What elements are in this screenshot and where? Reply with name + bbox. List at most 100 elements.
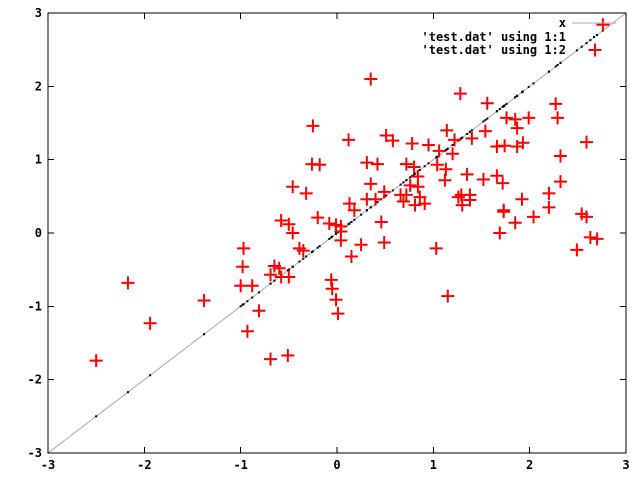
series-1-1-dot	[556, 64, 559, 67]
series-1-2-plus-marker	[551, 111, 565, 125]
series-1-2-plus-marker	[369, 192, 383, 206]
series-1-1-dot	[269, 282, 272, 285]
series-1-1-dot	[369, 206, 372, 209]
series-1-2-plus-marker	[264, 352, 278, 366]
series-1-2-plus-marker	[296, 244, 310, 258]
series-1-1-dot	[365, 209, 368, 212]
series-1-1-dot	[468, 130, 471, 133]
x-tick-label: -2	[137, 458, 151, 472]
series-1-1-dot	[427, 162, 430, 165]
series-1-1-dot	[251, 296, 254, 299]
series-1-2-plus-marker	[570, 243, 584, 257]
y-tick-label: 0	[35, 226, 42, 240]
series-1-2-plus-marker	[331, 307, 345, 321]
series-1-2-plus-marker	[347, 203, 361, 217]
series-1-1-dot	[520, 91, 523, 94]
series-1-2-plus-marker	[311, 211, 325, 225]
series-1-2-plus-marker	[498, 139, 512, 153]
x-tick-label: 3	[622, 458, 629, 472]
series-1-1-dot	[246, 300, 249, 303]
x-tick-label: 1	[430, 458, 437, 472]
series-1-2-plus-marker	[272, 261, 286, 275]
series-1-2-plus-marker	[453, 87, 467, 101]
series-1-2-plus-marker	[411, 180, 425, 194]
series-1-2-plus-marker	[282, 270, 296, 284]
series-1-1-dot	[273, 279, 276, 282]
series-1-2-plus-marker	[286, 180, 300, 194]
series-1-2-plus-marker	[364, 72, 378, 86]
series-1-1-dot	[451, 144, 454, 146]
series-1-2-plus-marker	[322, 216, 336, 230]
series-1-2-plus-marker	[89, 354, 103, 368]
series-1-2-plus-marker	[344, 249, 358, 263]
series-1-1-dot	[554, 65, 557, 68]
series-1-1-dot	[360, 213, 363, 216]
series-1-2-plus-marker	[240, 324, 254, 338]
series-1-2-plus-marker	[438, 173, 452, 187]
series-1-1-dot	[348, 222, 351, 225]
series-1-1-dot	[446, 147, 449, 150]
series-1-2-plus-marker	[439, 162, 453, 176]
series-1-1-dot	[502, 105, 505, 108]
series-1-1-dot	[391, 189, 394, 192]
series-1-1-dot	[482, 120, 485, 123]
series-1-2-plus-marker	[274, 214, 288, 228]
series-1-2-plus-marker	[549, 97, 563, 111]
x-tick-label: 0	[333, 458, 340, 472]
series-1-2-plus-marker	[299, 186, 313, 200]
series-1-2-plus-marker	[379, 128, 393, 142]
series-1-2-plus-marker	[455, 198, 469, 212]
series-1-1-dot	[470, 129, 473, 132]
series-1-2-plus-marker	[325, 282, 339, 296]
series-1-2-plus-marker	[508, 112, 522, 126]
series-1-1-dot	[559, 61, 562, 64]
series-1-2-plus-marker	[286, 226, 300, 240]
series-1-2-plus-marker	[377, 185, 391, 199]
y-tick-label: -1	[28, 299, 42, 313]
series-1-2-plus-marker	[360, 156, 374, 170]
series-1-2-plus-marker	[429, 241, 443, 255]
legend-plus-sample	[588, 43, 602, 57]
series-1-2-plus-marker	[334, 233, 348, 247]
series-1-2-plus-marker	[407, 160, 421, 174]
series-1-1-dot	[484, 119, 487, 122]
series-1-1-dot	[585, 42, 588, 45]
series-1-1-dot	[385, 194, 388, 197]
series-1-1-dot	[310, 251, 313, 254]
series-1-1-dot	[95, 415, 98, 418]
series-1-2-plus-marker	[596, 18, 610, 32]
series-1-2-plus-marker	[590, 232, 604, 246]
y-tick-label: 1	[35, 153, 42, 167]
series-1-2-plus-marker	[542, 200, 556, 214]
series-1-1-dot	[318, 245, 321, 248]
series-1-2-plus-marker	[553, 175, 567, 189]
series-1-1-dot	[353, 218, 356, 221]
x-tick-label: -3	[41, 458, 55, 472]
series-1-1-dot	[495, 110, 498, 113]
series-1-2-plus-marker	[583, 230, 597, 244]
series-1-1-dot	[316, 246, 319, 249]
series-1-1-dot	[409, 176, 412, 179]
series-1-2-plus-marker	[364, 177, 378, 191]
series-1-2-plus-marker	[281, 348, 295, 362]
series-1-1-dot	[423, 165, 426, 168]
series-1-2-plus-marker	[342, 133, 356, 147]
series-1-2-plus-marker	[374, 215, 388, 229]
series-1-1-dot	[405, 179, 408, 182]
series-1-1-dot	[516, 94, 519, 97]
series-1-2-plus-marker	[446, 147, 460, 161]
series-1-2-plus-marker	[386, 134, 400, 148]
series-1-2-plus-marker	[516, 136, 530, 150]
y-tick-label: -3	[28, 446, 42, 460]
series-1-2-plus-marker	[478, 124, 492, 138]
series-1-2-plus-marker	[580, 135, 594, 149]
series-1-2-plus-marker	[463, 193, 477, 207]
series-1-1-dot	[486, 117, 489, 120]
series-1-1-dot	[126, 391, 129, 394]
series-1-2-plus-marker	[264, 268, 278, 282]
series-1-2-plus-marker	[460, 167, 474, 181]
series-1-2-plus-marker	[236, 260, 250, 274]
series-1-1-dot	[596, 34, 599, 36]
